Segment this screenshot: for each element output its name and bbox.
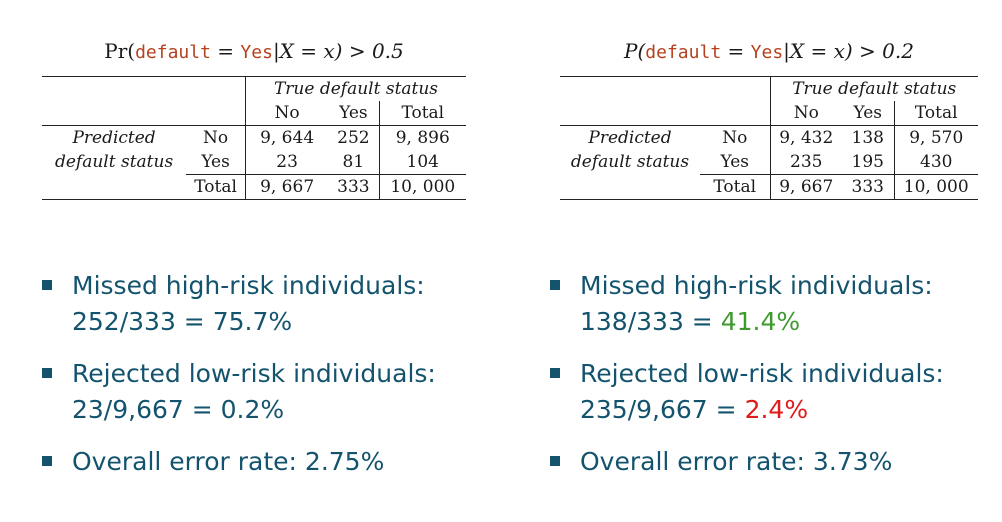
cell-yes-yes: 81 xyxy=(342,152,365,172)
list-item: Overall error rate: 3.73% xyxy=(550,444,944,480)
title-prefix: Pr( xyxy=(104,39,136,63)
col-header-no: No xyxy=(793,103,819,123)
list-item: Rejected low-risk individuals: 23/9,667 … xyxy=(42,356,436,428)
bullet-line: Missed high-risk individuals: xyxy=(72,271,425,300)
cell-yes-total: 104 xyxy=(378,150,466,175)
row-group-label-line2: default status xyxy=(570,152,690,173)
bullet-formula: 138/333 = xyxy=(580,307,721,336)
list-item: Missed high-risk individuals: 252/333 = … xyxy=(42,268,436,340)
right-confusion-table: True default status No Yes Total Predict… xyxy=(560,76,978,200)
true-status-header: True default status xyxy=(245,76,466,101)
row-label-no: No xyxy=(700,125,771,150)
cell-no-no: 9, 432 xyxy=(770,125,842,150)
cell-no-total: 9, 570 xyxy=(893,125,978,150)
cell-yes-no: 23 xyxy=(276,152,298,172)
right-threshold-panel: P(default = Yes|X = x) > 0.2 True defaul… xyxy=(560,34,978,200)
bullet-line: Rejected low-risk individuals: xyxy=(72,359,436,388)
cell-total-no: 9, 667 xyxy=(245,174,329,200)
left-panel-title: Pr(default = Yes|X = x) > 0.5 xyxy=(42,34,466,68)
bullet-formula: 23/9,667 = xyxy=(72,395,221,424)
bullet-value: 75.7% xyxy=(212,307,293,336)
left-confusion-table: True default status No Yes Total Predict… xyxy=(42,76,466,200)
bullet-value-worse: 2.4% xyxy=(744,395,809,424)
col-header-yes: Yes xyxy=(339,103,368,123)
title-condition: |X = x) > 0.2 xyxy=(783,39,914,63)
cell-total-yes: 333 xyxy=(328,174,380,200)
bullet-formula: 235/9,667 = xyxy=(580,395,745,424)
list-item: Overall error rate: 2.75% xyxy=(42,444,436,480)
square-bullet-icon xyxy=(550,456,560,466)
bullet-line: Overall error rate: 3.73% xyxy=(580,447,893,476)
bullet-line: Overall error rate: 2.75% xyxy=(72,447,385,476)
cell-total-yes: 333 xyxy=(842,174,894,200)
title-code-yes: Yes xyxy=(750,42,784,63)
row-label-no: No xyxy=(186,125,247,150)
right-bullet-list: Missed high-risk individuals: 138/333 = … xyxy=(550,268,944,496)
square-bullet-icon xyxy=(550,368,560,378)
right-panel-title: P(default = Yes|X = x) > 0.2 xyxy=(560,34,978,68)
bullet-line: Missed high-risk individuals: xyxy=(580,271,933,300)
bullet-value-improved: 41.4% xyxy=(720,307,801,336)
col-header-yes: Yes xyxy=(853,103,883,123)
left-threshold-panel: Pr(default = Yes|X = x) > 0.5 True defau… xyxy=(42,34,466,200)
square-bullet-icon xyxy=(550,280,560,290)
title-code-yes: Yes xyxy=(240,42,273,63)
bullet-line: 235/9,667 = 2.4% xyxy=(580,392,944,428)
list-item: Rejected low-risk individuals: 235/9,667… xyxy=(550,356,944,428)
bullet-line: 252/333 = 75.7% xyxy=(72,304,425,340)
cell-no-no: 9, 644 xyxy=(245,125,329,150)
cell-total-total: 10, 000 xyxy=(378,174,466,200)
true-status-header: True default status xyxy=(770,76,978,101)
title-eq: = xyxy=(721,39,751,63)
list-item: Missed high-risk individuals: 138/333 = … xyxy=(550,268,944,340)
title-code-default: default xyxy=(135,42,211,63)
bullet-line: 23/9,667 = 0.2% xyxy=(72,392,436,428)
row-label-yes: Yes xyxy=(186,150,247,175)
col-header-no: No xyxy=(274,103,300,123)
title-eq: = xyxy=(210,39,241,63)
title-code-default: default xyxy=(645,42,722,63)
col-header-total: Total xyxy=(378,101,466,126)
row-label-total: Total xyxy=(186,174,247,200)
title-prefix: P( xyxy=(624,39,646,63)
square-bullet-icon xyxy=(42,368,52,378)
row-group-label-line2: default status xyxy=(54,152,174,173)
row-group-label-line1: Predicted xyxy=(560,125,700,150)
row-label-total: Total xyxy=(700,174,771,200)
cell-total-no: 9, 667 xyxy=(770,174,842,200)
bullet-formula: 252/333 = xyxy=(72,307,213,336)
square-bullet-icon xyxy=(42,456,52,466)
row-group-label-line1: Predicted xyxy=(42,125,187,150)
cell-no-total: 9, 896 xyxy=(378,125,466,150)
cell-yes-yes: 195 xyxy=(851,152,884,172)
cell-yes-total: 430 xyxy=(893,150,978,175)
cell-yes-no: 235 xyxy=(790,152,823,172)
row-label-yes: Yes xyxy=(700,150,771,175)
bullet-line: Rejected low-risk individuals: xyxy=(580,359,944,388)
title-condition: |X = x) > 0.5 xyxy=(272,39,404,63)
bullet-line: 138/333 = 41.4% xyxy=(580,304,933,340)
square-bullet-icon xyxy=(42,280,52,290)
cell-no-yes: 252 xyxy=(328,125,380,150)
cell-no-yes: 138 xyxy=(842,125,894,150)
bullet-value: 0.2% xyxy=(220,395,285,424)
col-header-total: Total xyxy=(893,101,978,126)
left-bullet-list: Missed high-risk individuals: 252/333 = … xyxy=(42,268,436,496)
cell-total-total: 10, 000 xyxy=(893,174,978,200)
